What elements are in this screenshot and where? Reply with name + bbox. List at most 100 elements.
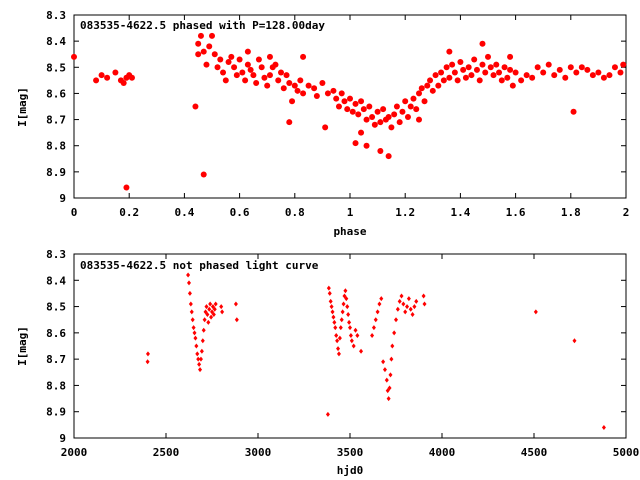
data-point	[363, 116, 370, 123]
data-point	[145, 359, 150, 365]
data-point	[188, 301, 193, 307]
data-point	[462, 74, 469, 81]
data-point	[468, 72, 475, 79]
data-point	[192, 103, 199, 110]
data-point	[349, 338, 354, 344]
data-point	[435, 82, 442, 89]
data-point	[349, 108, 356, 115]
data-point	[399, 293, 404, 299]
data-point	[266, 53, 273, 60]
data-point	[200, 171, 207, 178]
data-point	[348, 325, 352, 331]
data-point	[112, 69, 119, 76]
data-point	[449, 61, 456, 68]
data-point	[335, 338, 340, 344]
x-tick-label: 0	[71, 206, 78, 219]
data-point	[209, 32, 215, 39]
data-point	[414, 298, 419, 304]
data-point	[366, 103, 373, 110]
y-tick-label: 8.4	[46, 35, 66, 48]
data-point	[397, 298, 402, 304]
data-point	[429, 87, 436, 94]
phased-x-axis-label: phase	[333, 225, 366, 238]
data-point	[204, 304, 209, 310]
data-point	[197, 361, 202, 367]
x-tick-label: 0.6	[230, 206, 250, 219]
phased-data-points	[71, 32, 627, 191]
data-point	[427, 77, 434, 84]
data-point	[214, 64, 221, 71]
data-point	[424, 82, 431, 89]
data-point	[387, 385, 392, 391]
data-point	[351, 343, 356, 349]
data-point	[348, 332, 353, 338]
data-point	[187, 290, 192, 296]
data-point	[347, 95, 353, 102]
data-point	[244, 61, 251, 68]
data-point	[199, 348, 204, 354]
data-point	[360, 106, 367, 113]
phased-chart-title: 083535-4622.5 phased with P=128.00day	[80, 19, 325, 32]
data-point	[120, 79, 127, 86]
data-point	[606, 72, 613, 79]
data-point	[145, 351, 150, 357]
data-point	[589, 72, 596, 79]
data-point	[399, 108, 406, 115]
data-point	[406, 296, 411, 302]
data-point	[401, 301, 406, 307]
data-point	[405, 304, 410, 310]
data-point	[371, 325, 376, 331]
data-point	[329, 304, 334, 310]
data-point	[233, 301, 238, 307]
data-point	[313, 93, 320, 100]
data-point	[327, 290, 332, 296]
data-point	[193, 335, 198, 341]
data-point	[353, 327, 358, 333]
data-point	[373, 317, 378, 323]
data-point	[211, 311, 216, 317]
data-point	[534, 64, 541, 71]
data-point	[421, 293, 426, 299]
data-point	[388, 372, 393, 378]
data-point	[202, 317, 207, 323]
y-tick-label: 8.9	[46, 406, 66, 419]
data-point	[331, 314, 336, 320]
data-point	[375, 309, 380, 315]
data-point	[280, 85, 287, 92]
data-point	[403, 309, 408, 315]
data-point	[187, 280, 191, 286]
unphased-y-axis-label: I[mag]	[16, 326, 29, 366]
data-point	[377, 119, 384, 126]
data-point	[512, 69, 519, 76]
data-point	[289, 98, 296, 105]
x-tick-label: 1.4	[450, 206, 470, 219]
data-point	[358, 129, 365, 136]
data-point	[402, 98, 409, 105]
data-point	[343, 288, 348, 294]
x-tick-label: 4000	[429, 446, 456, 459]
data-point	[340, 309, 345, 315]
data-point	[255, 56, 262, 63]
data-point	[195, 51, 202, 58]
data-point	[319, 79, 326, 86]
data-point	[432, 72, 439, 79]
data-point	[388, 124, 395, 131]
x-tick-label: 0.8	[285, 206, 305, 219]
data-point	[379, 296, 384, 302]
data-point	[208, 301, 213, 307]
data-point	[236, 56, 243, 63]
data-point	[529, 74, 536, 81]
data-point	[71, 53, 77, 60]
data-point	[479, 61, 486, 68]
data-point	[205, 311, 210, 317]
data-point	[326, 285, 331, 291]
data-point	[341, 301, 346, 307]
data-point	[325, 411, 330, 417]
data-point	[421, 98, 428, 105]
data-point	[358, 98, 365, 105]
data-point	[266, 72, 273, 79]
data-point	[334, 332, 339, 338]
data-point	[390, 343, 395, 349]
data-point	[451, 69, 458, 76]
